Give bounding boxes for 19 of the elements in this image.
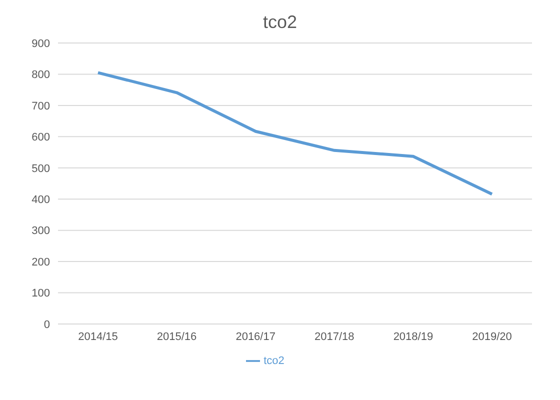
y-tick-label: 0 — [44, 318, 50, 331]
y-tick-label: 600 — [32, 132, 50, 144]
x-tick-label: 2015/16 — [156, 330, 197, 343]
y-tick-label: 700 — [32, 100, 50, 112]
x-tick-label: 2017/18 — [314, 330, 354, 343]
x-tick-label: 2014/15 — [78, 330, 118, 343]
chart-title: tco2 — [262, 12, 298, 33]
y-tick-label: 100 — [32, 288, 50, 300]
x-tick-label: 2016/17 — [236, 330, 276, 343]
x-tick-label: 2019/20 — [472, 330, 512, 343]
y-tick-label: 500 — [32, 162, 50, 175]
y-tick-label: 400 — [32, 194, 50, 206]
y-tick-label: 800 — [32, 69, 50, 82]
y-tick-label: 300 — [32, 225, 50, 238]
legend-label: tco2 — [264, 354, 284, 367]
line-series — [96, 71, 494, 196]
x-tick-label: 2018/19 — [393, 330, 434, 343]
y-tick-label: 200 — [32, 256, 50, 268]
y-tick-label: 900 — [32, 38, 50, 50]
